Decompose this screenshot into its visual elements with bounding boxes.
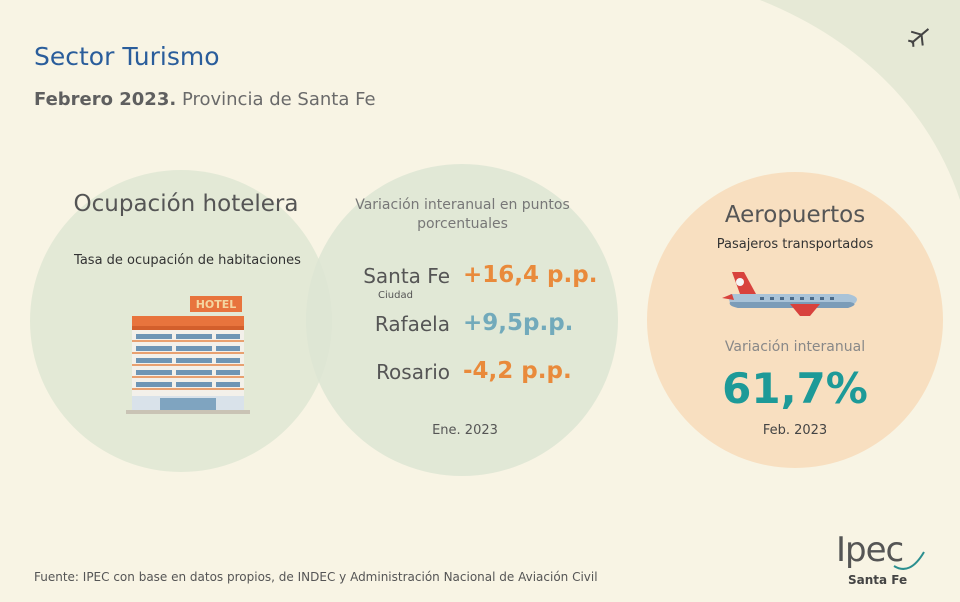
logo-name: Ipec (836, 530, 904, 570)
airports-title: Aeropuertos (724, 202, 866, 228)
airports-value: 61,7% (722, 364, 868, 413)
hotel-subtitle: Tasa de ocupación de habitaciones (74, 253, 301, 268)
hotel-sign: HOTEL (196, 298, 237, 311)
source-note: Fuente: IPEC con base en datos propios, … (34, 570, 598, 584)
subtitle-date: Febrero 2023. (34, 89, 177, 110)
subtitle-region: Provincia de Santa Fe (181, 89, 376, 110)
airports-circle (647, 172, 943, 468)
logo-swoosh (893, 551, 925, 570)
variation-value: +9,5p.p. (463, 310, 574, 336)
airplane-icon (722, 272, 857, 316)
variation-title: Variación interanual en puntos porcentua… (355, 197, 570, 232)
place-note: Ciudad (378, 290, 413, 301)
place-label: Santa Fe (363, 264, 450, 288)
corner-shape (760, 0, 960, 200)
hotel-icon: HOTEL (126, 296, 250, 414)
subtitle: Febrero 2023. Provincia de Santa Fe (34, 89, 376, 110)
hotel-title: Ocupación hotelera (73, 191, 299, 217)
title: Sector Turismo (34, 42, 220, 71)
variation-period: Ene. 2023 (432, 423, 498, 438)
airports-period: Feb. 2023 (762, 423, 828, 438)
logo-region: Santa Fe (848, 573, 908, 587)
place-label: Rosario (376, 360, 450, 384)
place-label: Rafaela (374, 312, 450, 336)
airports-variation-label: Variación interanual (724, 339, 866, 355)
airports-subtitle: Pasajeros transportados (716, 237, 874, 252)
variation-value: -4,2 p.p. (463, 358, 572, 384)
variation-value: +16,4 p.p. (463, 262, 598, 288)
variation-circle (306, 164, 618, 476)
plane-icon (908, 28, 930, 47)
